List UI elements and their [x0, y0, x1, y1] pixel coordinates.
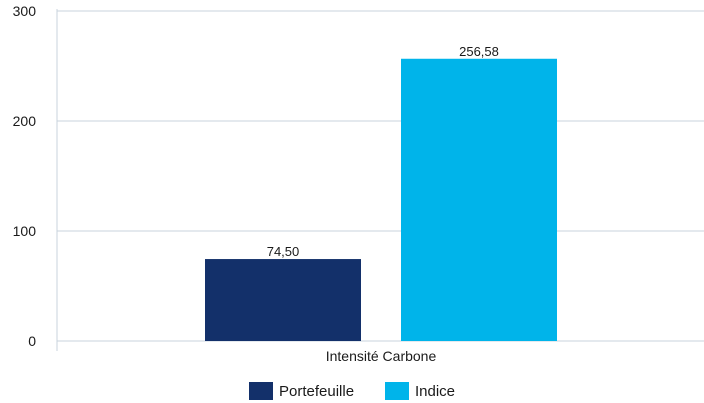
bars — [205, 58, 557, 342]
x-category-label: Intensité Carbone — [326, 348, 437, 364]
data-label: 74,50 — [267, 244, 300, 259]
bar-portefeuille — [205, 259, 361, 341]
gridlines — [57, 10, 704, 232]
legend-swatch — [249, 382, 273, 400]
axes: 0 100 200 300 Intensité Carbone — [13, 3, 704, 364]
y-tick-label: 0 — [28, 333, 36, 349]
legend-label: Portefeuille — [279, 383, 354, 400]
y-tick-label: 100 — [13, 223, 37, 239]
y-tick-label: 200 — [13, 113, 37, 129]
legend-label: Indice — [415, 383, 455, 400]
legend: Portefeuille Indice — [249, 382, 455, 400]
bar-indice — [401, 58, 557, 342]
legend-swatch — [385, 382, 409, 400]
y-tick-label: 300 — [13, 3, 37, 19]
data-label: 256,58 — [459, 44, 499, 59]
data-labels: 74,50 256,58 — [267, 44, 499, 259]
